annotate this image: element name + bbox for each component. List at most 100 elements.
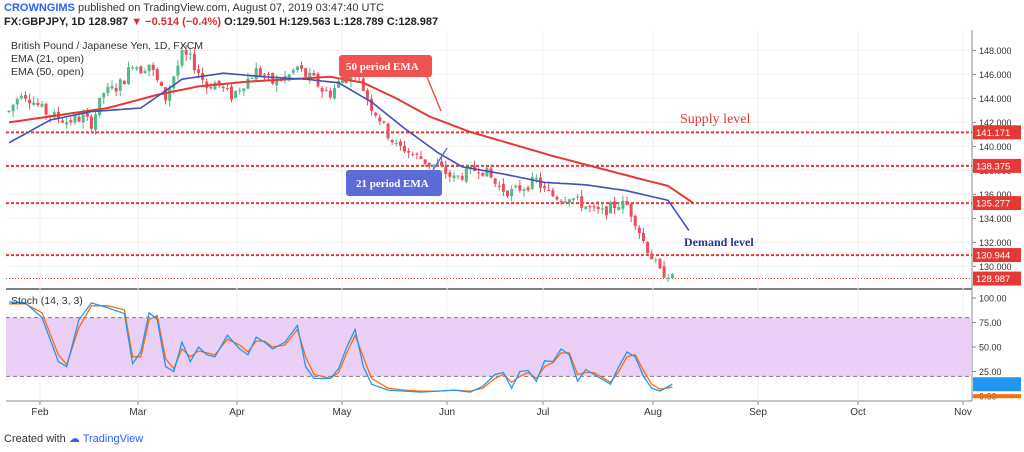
candle-up [654,259,658,261]
candle-down [365,90,369,100]
candle-down [497,185,501,187]
candle-up [15,98,19,105]
candle-up [238,90,242,92]
ohlc-values: O:129.501 H:129.563 L:128.789 C:128.987 [224,16,439,28]
candle-up [534,177,538,179]
candle-up [81,114,85,123]
candle-up [456,175,460,177]
ema50-callout-box [339,55,432,77]
candle-down [61,120,65,123]
candle-down [374,112,378,116]
candle-down [604,206,608,216]
candle-up [32,102,36,105]
candle-down [448,172,452,177]
down-arrow-icon: ▼ [131,16,143,28]
candle-down [588,206,592,208]
candle-down [271,73,275,84]
candle-up [118,79,122,91]
candle-down [629,203,633,217]
candle-down [267,74,271,76]
time-tick-label: Aug [644,407,662,418]
candle-up [295,66,299,70]
candle-up [337,81,341,88]
candle-up [11,104,15,112]
candle-down [114,88,118,92]
price-tick-label: 132.000 [979,238,1012,248]
candle-up [168,88,172,101]
candle-up [522,189,526,192]
legend-stoch: Stoch (14, 3, 3) [11,295,83,307]
candle-down [386,123,390,139]
candle-up [102,93,106,98]
last-price: 128.987 [88,16,129,28]
candle-down [361,78,365,91]
candle-down [192,53,196,70]
candle-down [551,190,555,197]
price-tick-label: 134.000 [979,214,1012,224]
candle-down [658,259,662,269]
tradingview-logo-text[interactable]: TradingView [82,433,144,445]
candle-up [246,78,250,89]
candle-up [65,122,69,125]
demand-level-label: Demand level [684,235,754,249]
candle-up [287,74,291,78]
candle-up [19,95,23,99]
candle-down [493,178,497,184]
candle-down [44,103,48,115]
candle-up [172,76,176,89]
candle-down [184,50,188,55]
candle-down [312,73,316,76]
level-price-tag [973,248,1021,263]
time-tick-label: May [333,407,352,418]
candle-up [250,77,254,80]
author-name[interactable]: CROWNGIMS [4,2,75,14]
time-tick-label: Oct [850,407,866,418]
candle-up [332,87,336,99]
candle-down [427,162,431,167]
candle-down [217,80,221,86]
candle-up [600,208,604,210]
candle-up [131,67,135,69]
stoch-d-line [9,303,673,392]
candle-down [538,177,542,188]
ema50-callout-text: 50 period EMA [346,61,419,73]
candle-down [423,159,427,164]
stoch-k-line [8,301,673,393]
candle-up [617,207,621,210]
candle-up [670,274,674,279]
candle-up [567,199,571,203]
candle-down [662,266,666,278]
candle-up [98,97,102,116]
price-change: −0.514 (−0.4%) [145,16,221,28]
candle-up [621,200,625,209]
candle-down [613,201,617,209]
candle-up [242,88,246,92]
time-tick-label: Mar [129,407,147,418]
candle-down [85,112,89,117]
candle-up [73,115,77,123]
stoch-tick-label: 50.00 [979,343,1002,353]
candle-down [547,190,551,192]
candle-down [559,200,563,202]
ema50-callout-pointer [341,77,351,84]
candle-down [229,86,233,100]
candle-down [151,64,155,71]
candle-up [126,67,130,85]
candle-down [641,232,645,242]
candle-up [394,142,398,144]
symbol-label: FX:GBPJPY, 1D [4,16,86,28]
candle-down [23,95,27,99]
time-tick-label: Feb [31,407,49,418]
tradingview-logo-icon[interactable]: ☁ [68,433,80,445]
candle-down [481,172,485,176]
candle-down [300,65,304,69]
candle-up [576,196,580,198]
candle-up [106,86,110,94]
chart-legend-title: British Pound / Japanese Yen, 1D, FXCM [11,40,203,52]
candle-up [94,114,98,130]
candle-down [320,88,324,92]
candle-up [485,167,489,177]
candle-up [213,82,217,90]
candle-down [580,196,584,208]
